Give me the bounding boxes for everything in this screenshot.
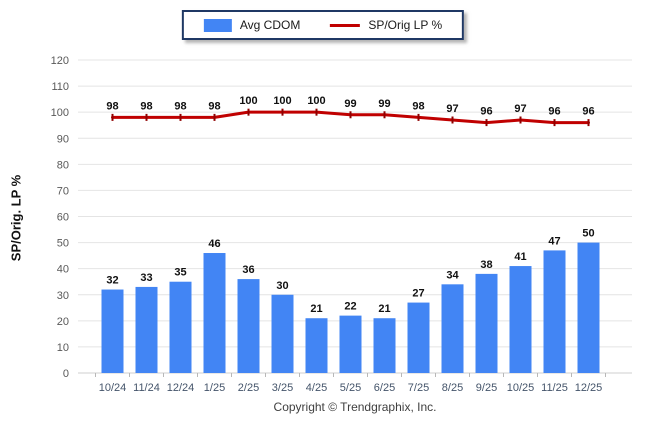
bar (441, 284, 464, 373)
bar-value-label: 36 (242, 264, 254, 276)
x-tick-label: 12/25 (575, 382, 603, 394)
bar (475, 273, 498, 373)
y-tick-label: 70 (57, 185, 69, 197)
x-tick-label: 4/25 (306, 382, 327, 394)
bar (339, 315, 362, 373)
bar (373, 318, 396, 373)
bar-value-label: 41 (514, 251, 526, 263)
x-tick-label: 1/25 (204, 382, 225, 394)
line-value-label: 98 (208, 100, 220, 112)
y-tick-label: 30 (57, 290, 69, 302)
bar-value-label: 22 (344, 301, 356, 313)
line-series-swatch-icon (330, 23, 361, 27)
bar (203, 253, 226, 373)
bar-value-label: 27 (412, 288, 424, 300)
y-tick-label: 120 (51, 55, 69, 67)
line-value-label: 100 (307, 95, 325, 107)
bar-value-label: 47 (548, 235, 560, 247)
bar-value-label: 46 (208, 238, 220, 250)
y-tick-label: 90 (57, 133, 69, 145)
line-value-label: 96 (480, 106, 492, 118)
y-tick-label: 80 (57, 159, 69, 171)
bar (135, 286, 158, 373)
bar-value-label: 33 (140, 272, 152, 284)
y-tick-label: 110 (51, 81, 69, 93)
line-value-label: 97 (514, 103, 526, 115)
line-value-label: 98 (106, 100, 118, 112)
bar (169, 281, 192, 373)
x-tick-label: 6/25 (374, 382, 395, 394)
line-value-label: 99 (378, 98, 390, 110)
bar (407, 302, 430, 373)
y-tick-label: 40 (57, 264, 69, 276)
line-value-label: 96 (582, 106, 594, 118)
x-tick-label: 10/25 (507, 382, 535, 394)
x-tick-label: 9/25 (476, 382, 497, 394)
bar-series-swatch-icon (203, 18, 232, 32)
bar (577, 242, 600, 373)
x-tick-label: 5/25 (340, 382, 361, 394)
bar-value-label: 21 (310, 303, 322, 315)
x-tick-label: 12/24 (167, 382, 195, 394)
legend-label-avg-cdom: Avg CDOM (239, 18, 301, 32)
bar-value-label: 34 (446, 269, 459, 281)
chart-legend: Avg CDOM SP/Orig LP % (181, 10, 465, 40)
line-value-label: 97 (446, 103, 458, 115)
x-tick-label: 3/25 (272, 382, 293, 394)
copyright-text: Copyright © Trendgraphix, Inc. (273, 400, 437, 414)
line-value-label: 98 (140, 100, 152, 112)
bar-value-label: 38 (480, 259, 492, 271)
bar (305, 318, 328, 373)
bar-value-label: 32 (106, 275, 118, 287)
y-tick-label: 0 (63, 368, 69, 380)
bar-value-label: 21 (378, 303, 390, 315)
x-tick-label: 10/24 (99, 382, 127, 394)
line-value-label: 100 (239, 95, 257, 107)
y-axis-title: SP/Orig. LP % (8, 174, 24, 262)
x-tick-label: 8/25 (442, 382, 463, 394)
bar (101, 289, 124, 373)
bar (543, 250, 566, 373)
x-tick-label: 7/25 (408, 382, 429, 394)
bar (271, 294, 294, 373)
line-value-label: 96 (548, 106, 560, 118)
y-tick-label: 100 (51, 107, 69, 119)
bar-value-label: 30 (276, 280, 288, 292)
x-tick-label: 11/25 (541, 382, 568, 394)
x-tick-label: 2/25 (238, 382, 259, 394)
line-value-label: 98 (174, 100, 186, 112)
bar-value-label: 50 (582, 228, 594, 240)
y-tick-label: 50 (57, 238, 69, 250)
line-value-label: 100 (273, 95, 291, 107)
y-tick-label: 20 (57, 316, 69, 328)
y-tick-label: 10 (57, 342, 69, 354)
legend-item-avg-cdom: Avg CDOM (203, 18, 301, 32)
line-value-label: 98 (412, 100, 424, 112)
y-tick-label: 60 (57, 212, 69, 224)
legend-label-sp-orig-lp: SP/Orig LP % (368, 18, 443, 32)
legend-item-sp-orig-lp: SP/Orig LP % (330, 18, 442, 32)
x-tick-label: 11/24 (133, 382, 160, 394)
bar-value-label: 35 (174, 267, 186, 279)
bar (509, 266, 532, 373)
line-value-label: 99 (344, 98, 356, 110)
bar (237, 279, 260, 373)
